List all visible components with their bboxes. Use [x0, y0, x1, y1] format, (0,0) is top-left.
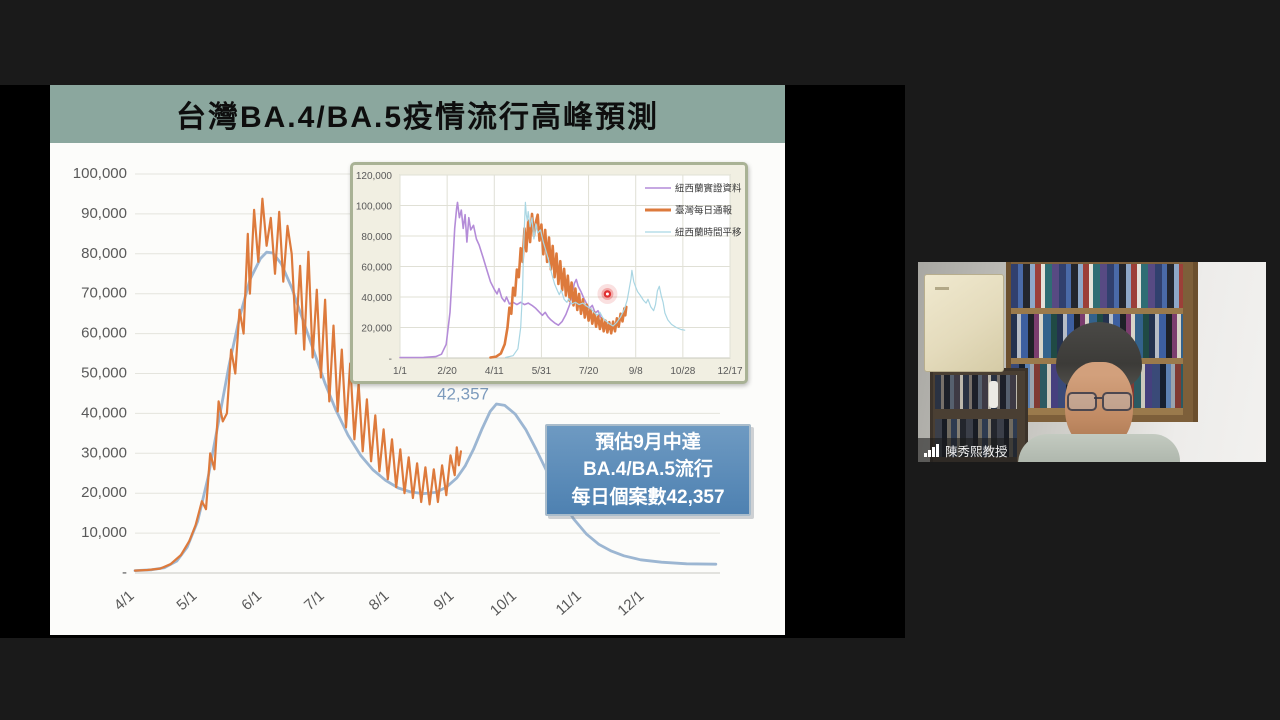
- callout-line-1: 預估9月中達: [595, 431, 701, 453]
- svg-text:-: -: [389, 354, 392, 365]
- svg-text:10,000: 10,000: [81, 524, 127, 541]
- svg-text:7/1: 7/1: [301, 587, 328, 614]
- svg-text:20,000: 20,000: [81, 484, 127, 501]
- svg-text:10/1: 10/1: [487, 587, 520, 619]
- svg-text:4/11: 4/11: [485, 366, 504, 377]
- book-row: [1011, 264, 1183, 308]
- svg-text:11/1: 11/1: [553, 587, 585, 618]
- svg-text:12/17: 12/17: [717, 366, 742, 377]
- glasses-icon: [1066, 392, 1132, 411]
- callout-line-3: 每日個案數42,357: [571, 486, 725, 508]
- svg-text:9/8: 9/8: [629, 366, 643, 377]
- svg-text:5/31: 5/31: [532, 366, 552, 377]
- white-bottle: [989, 381, 998, 408]
- svg-text:60,000: 60,000: [81, 325, 127, 342]
- slide-title-bar: 台灣BA.4/BA.5疫情流行高峰預測: [50, 85, 785, 143]
- svg-text:2/20: 2/20: [437, 366, 457, 377]
- svg-text:5/1: 5/1: [173, 587, 200, 614]
- svg-text:80,000: 80,000: [81, 245, 127, 262]
- glasses-lens: [1102, 392, 1132, 411]
- shelf-board: [1011, 308, 1183, 315]
- svg-text:8/1: 8/1: [366, 587, 393, 614]
- participant-name: 陳秀熙教授: [945, 444, 1008, 459]
- svg-text:40,000: 40,000: [81, 404, 127, 421]
- book-row: [935, 375, 1017, 409]
- svg-text:-: -: [122, 564, 127, 581]
- svg-text:70,000: 70,000: [81, 285, 127, 302]
- svg-text:100,000: 100,000: [73, 165, 127, 182]
- glasses-lens: [1067, 392, 1097, 411]
- presentation-slide: 100,000 90,000 80,000 70,000 60,000 50,000 40,…: [50, 85, 785, 635]
- svg-text:50,000: 50,000: [81, 365, 127, 382]
- svg-text:4/1: 4/1: [111, 587, 138, 614]
- inset-chart: 120,000100,00080,00060,00040,00020,000-1…: [356, 171, 743, 377]
- svg-text:90,000: 90,000: [81, 205, 127, 222]
- presenter-shoulders: [1018, 434, 1180, 462]
- signal-bars-icon: [924, 443, 939, 457]
- svg-text:120,000: 120,000: [356, 171, 393, 182]
- beige-cabinet: [924, 274, 1004, 372]
- svg-text:20,000: 20,000: [361, 324, 392, 335]
- svg-text:40,000: 40,000: [361, 293, 392, 304]
- glasses-bridge: [1094, 397, 1102, 399]
- slide-title: 台灣BA.4/BA.5疫情流行高峰預測: [175, 101, 660, 134]
- svg-text:7/20: 7/20: [579, 366, 599, 377]
- svg-text:42,357: 42,357: [437, 384, 489, 403]
- svg-text:60,000: 60,000: [361, 263, 392, 274]
- participant-name-tag: 陳秀熙教授: [918, 438, 1017, 462]
- svg-text:臺灣每日通報: 臺灣每日通報: [675, 205, 733, 217]
- callout-line-2: BA.4/BA.5流行: [583, 459, 713, 481]
- svg-text:1/1: 1/1: [393, 366, 407, 377]
- svg-text:10/28: 10/28: [670, 366, 695, 377]
- prediction-callout: 預估9月中達 BA.4/BA.5流行 每日個案數42,357: [545, 424, 751, 516]
- inset-chart-panel: 120,000 100,000 80,000 60,000 40,000 20,000-1…: [350, 162, 748, 384]
- svg-text:9/1: 9/1: [430, 587, 457, 614]
- svg-text:紐西蘭實證資料: 紐西蘭實證資料: [675, 183, 742, 195]
- svg-text:100,000: 100,000: [356, 202, 393, 213]
- svg-text:80,000: 80,000: [361, 232, 392, 243]
- svg-text:6/1: 6/1: [238, 587, 265, 614]
- participant-video[interactable]: 陳秀熙教授: [918, 262, 1266, 462]
- screen-share-area: 100,000 90,000 80,000 70,000 60,000 50,000 40,…: [0, 85, 905, 638]
- svg-text:紐西蘭時間平移: 紐西蘭時間平移: [675, 227, 742, 239]
- svg-text:30,000: 30,000: [81, 444, 127, 461]
- svg-text:12/1: 12/1: [614, 587, 647, 619]
